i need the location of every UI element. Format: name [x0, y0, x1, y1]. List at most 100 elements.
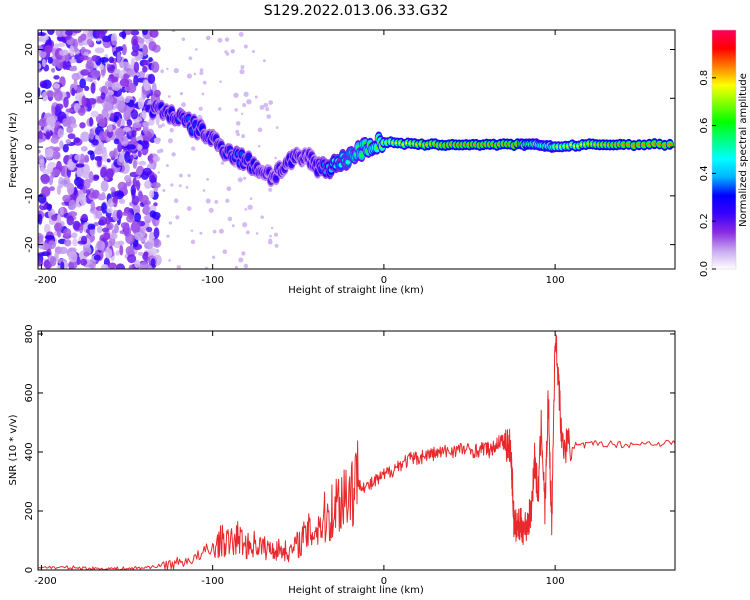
heatmap-cell [67, 133, 76, 140]
heatmap-cell [71, 72, 80, 81]
x-tick-label: -200 [34, 576, 57, 587]
heatmap-cell [53, 75, 60, 80]
heatmap-cell [227, 216, 233, 222]
heatmap-cell [124, 175, 132, 182]
heatmap-cell [71, 87, 76, 97]
heatmap-cell [142, 45, 148, 57]
heatmap-cell [168, 259, 171, 262]
heatmap-cell [59, 49, 69, 57]
heatmap-cell [126, 82, 137, 94]
heatmap-cell [238, 257, 244, 263]
heatmap-cell [274, 156, 277, 160]
heatmap-cell [45, 131, 51, 140]
heatmap-cell [98, 117, 106, 128]
heatmap-cell [72, 38, 79, 50]
heatmap-cell [117, 181, 127, 192]
heatmap-cell [53, 121, 61, 126]
heatmap-cell [153, 227, 160, 239]
heatmap-cell [80, 69, 90, 76]
heatmap-cell [109, 150, 116, 158]
heatmap-cell [100, 180, 109, 192]
heatmap-cell [191, 146, 196, 151]
heatmap-cell [142, 65, 148, 73]
heatmap-cell [41, 186, 51, 197]
heatmap-cell [157, 124, 163, 129]
heatmap-cell [247, 204, 253, 210]
heatmap-cell [128, 264, 134, 269]
heatmap-cell [90, 82, 96, 94]
heatmap-cell [205, 35, 211, 41]
heatmap-cell [206, 177, 210, 181]
heatmap-cell [198, 106, 203, 111]
heatmap-cell [105, 94, 114, 104]
heatmap-cell [176, 265, 181, 269]
heatmap-cell [134, 259, 141, 268]
heatmap-cell [143, 251, 149, 257]
heatmap-cell [65, 139, 72, 145]
heatmap-cell [38, 149, 41, 154]
heatmap-cell [53, 146, 61, 152]
heatmap-cell [137, 150, 142, 158]
heatmap-cell [218, 107, 222, 111]
heatmap-cell [65, 30, 73, 36]
heatmap-cell [270, 226, 274, 230]
heatmap-cell [80, 235, 88, 245]
heatmap-cell [142, 30, 148, 36]
heatmap-cell [105, 248, 113, 259]
heatmap-cell [186, 206, 192, 211]
heatmap-cell [126, 70, 136, 76]
heatmap-cell [86, 38, 93, 46]
heatmap-cell [62, 54, 70, 63]
heatmap-cell [265, 107, 270, 112]
heatmap-cell [53, 83, 61, 89]
colorbar-gradient [712, 30, 736, 269]
heatmap-cell [257, 144, 261, 148]
heatmap-cell [90, 200, 96, 212]
heatmap-cell [249, 197, 253, 201]
heatmap-cell [79, 78, 87, 89]
heatmap-cell [130, 221, 141, 233]
x-tick-label: 100 [546, 576, 565, 587]
heatmap-cell [133, 75, 139, 87]
heatmap-cell [168, 221, 173, 225]
heatmap-cell [85, 189, 91, 195]
heatmap-cell [130, 184, 137, 196]
heatmap-cell [49, 186, 55, 192]
heatmap-cell [220, 161, 225, 165]
heatmap-cell [106, 207, 113, 214]
heatmap-cell [47, 240, 57, 250]
heatmap-cell [107, 262, 117, 269]
heatmap-cell [120, 222, 130, 229]
heatmap-cell [102, 152, 108, 162]
heatmap-cell [38, 130, 43, 141]
heatmap-cell [173, 67, 179, 74]
heatmap-cell [80, 131, 90, 142]
heatmap-cell [138, 71, 146, 79]
colorbar-label: Normalized spectral amplitude [738, 73, 749, 227]
heatmap-cell [112, 196, 118, 204]
heatmap-cell [102, 35, 112, 43]
heatmap-cell [155, 113, 160, 126]
heatmap-cell [147, 73, 156, 85]
heatmap-cell [131, 195, 140, 206]
heatmap-cell [137, 37, 145, 44]
heatmap-cell [190, 229, 194, 232]
y-tick-label: -10 [24, 188, 35, 204]
heatmap-cell [95, 30, 106, 39]
heatmap-cell [153, 89, 161, 98]
heatmap-cell [116, 209, 123, 220]
heatmap-cell [96, 225, 103, 234]
heatmap-cell [274, 232, 279, 237]
heatmap-cell [59, 140, 64, 149]
heatmap-cell [51, 214, 58, 221]
heatmap-cell [66, 126, 74, 134]
heatmap-cell [72, 238, 78, 247]
y-tick-label: 400 [24, 442, 35, 461]
heatmap-cell [69, 123, 78, 129]
heatmap-cell [130, 30, 140, 36]
bottom-x-axis-label: Height of straight line (km) [288, 585, 424, 596]
colorbar-tick-label: 0.6 [699, 118, 710, 134]
heatmap-cell [143, 241, 153, 250]
heatmap-cell [199, 231, 203, 235]
heatmap-cell [156, 149, 161, 154]
